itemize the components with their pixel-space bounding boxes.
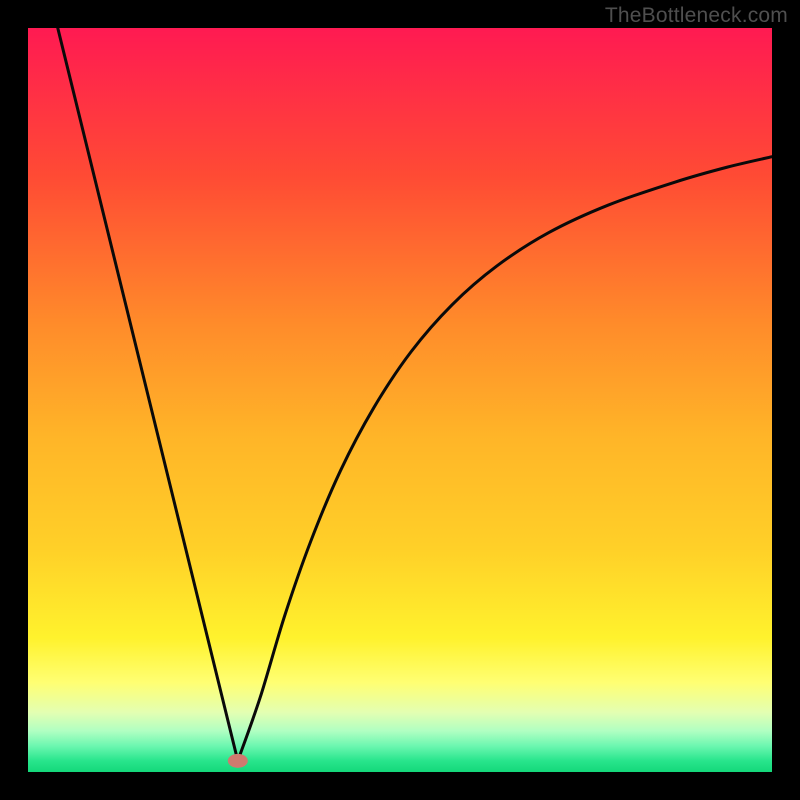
- chart-frame: TheBottleneck.com: [0, 0, 800, 800]
- curve-layer: [28, 28, 772, 772]
- watermark-text: TheBottleneck.com: [605, 4, 788, 28]
- bottleneck-curve: [58, 28, 772, 761]
- vertex-marker-icon: [228, 754, 248, 768]
- plot-area: [28, 28, 772, 772]
